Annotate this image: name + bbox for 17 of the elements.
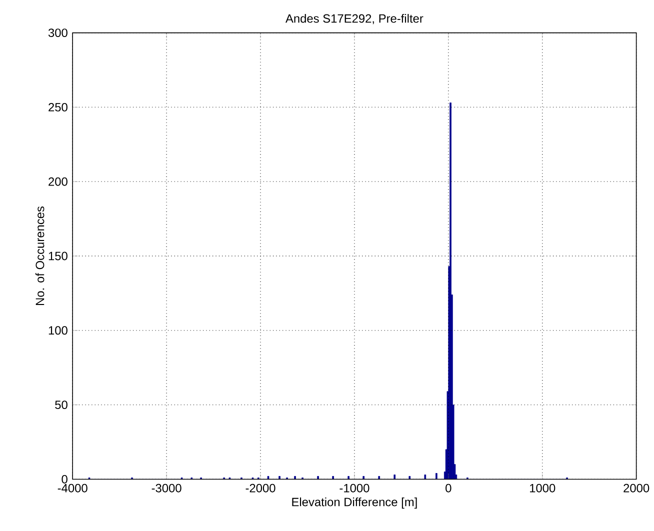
x-axis-title: Elevation Difference [m]	[292, 498, 417, 509]
x-tick-label: 0	[446, 484, 452, 492]
y-tick-label: 200	[48, 177, 68, 186]
x-tick-label: -3000	[152, 484, 182, 492]
x-tick-label: 1000	[530, 484, 556, 492]
y-axis-title: No. of Occurences	[35, 206, 44, 306]
y-tick-label: 250	[48, 103, 68, 112]
x-tick-label: -4000	[58, 484, 88, 492]
y-tick-label: 300	[48, 28, 68, 38]
x-tick-label: -2000	[246, 484, 276, 492]
y-tick-label: 50	[55, 400, 68, 410]
x-tick-label: -1000	[340, 484, 370, 492]
x-tick-label: 2000	[624, 484, 650, 492]
y-tick-label: 0	[62, 475, 68, 484]
y-tick-label: 100	[48, 326, 68, 335]
chart-title: Andes S17E292, Pre-filter	[286, 14, 424, 24]
y-tick-label: 150	[48, 252, 68, 260]
